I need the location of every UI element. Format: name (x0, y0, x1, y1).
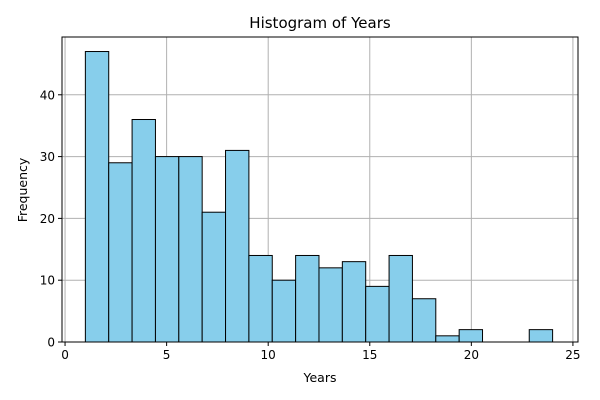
plot-frame (61, 36, 579, 343)
histogram-bar-12 (365, 285, 390, 343)
histogram-bar-19 (528, 329, 554, 343)
histogram-bar-13 (388, 254, 413, 343)
x-axis-ticks: 0 5 10 15 20 25 (61, 342, 581, 362)
histogram-bar-4 (178, 156, 203, 343)
x-tick-label: 20 (464, 348, 479, 362)
x-tick-label: 25 (565, 348, 580, 362)
x-tick-label: 15 (362, 348, 377, 362)
histogram-bar-11 (341, 261, 367, 343)
x-axis-label: Years (303, 370, 337, 385)
histogram-bar-14 (411, 298, 437, 343)
histogram-bar-3 (154, 156, 180, 343)
x-tick-label: 0 (61, 348, 69, 362)
chart-title: Histogram of Years (249, 14, 391, 32)
y-axis-ticks: 0 10 20 30 40 (40, 88, 62, 350)
x-tick-label: 5 (163, 348, 171, 362)
y-tick-label: 30 (40, 150, 55, 164)
histogram-bar-16 (458, 329, 484, 343)
histogram-bar-6 (225, 149, 250, 343)
y-axis-label: Frequency (15, 157, 30, 222)
histogram-bar-15 (435, 335, 460, 343)
y-tick-label: 40 (40, 88, 55, 102)
y-tick-label: 20 (40, 212, 55, 226)
y-tick-label: 10 (40, 274, 55, 288)
histogram-bar-8 (271, 279, 297, 343)
histogram-bar-7 (248, 254, 273, 343)
histogram-bar-1 (108, 162, 133, 343)
histogram-bar-10 (318, 267, 343, 343)
x-tick-label: 10 (261, 348, 276, 362)
histogram-bar-2 (131, 119, 156, 343)
histogram-bar-0 (84, 51, 110, 343)
y-tick-label: 0 (47, 336, 55, 350)
histogram-bar-9 (295, 254, 320, 343)
histogram-bar-5 (201, 211, 227, 343)
